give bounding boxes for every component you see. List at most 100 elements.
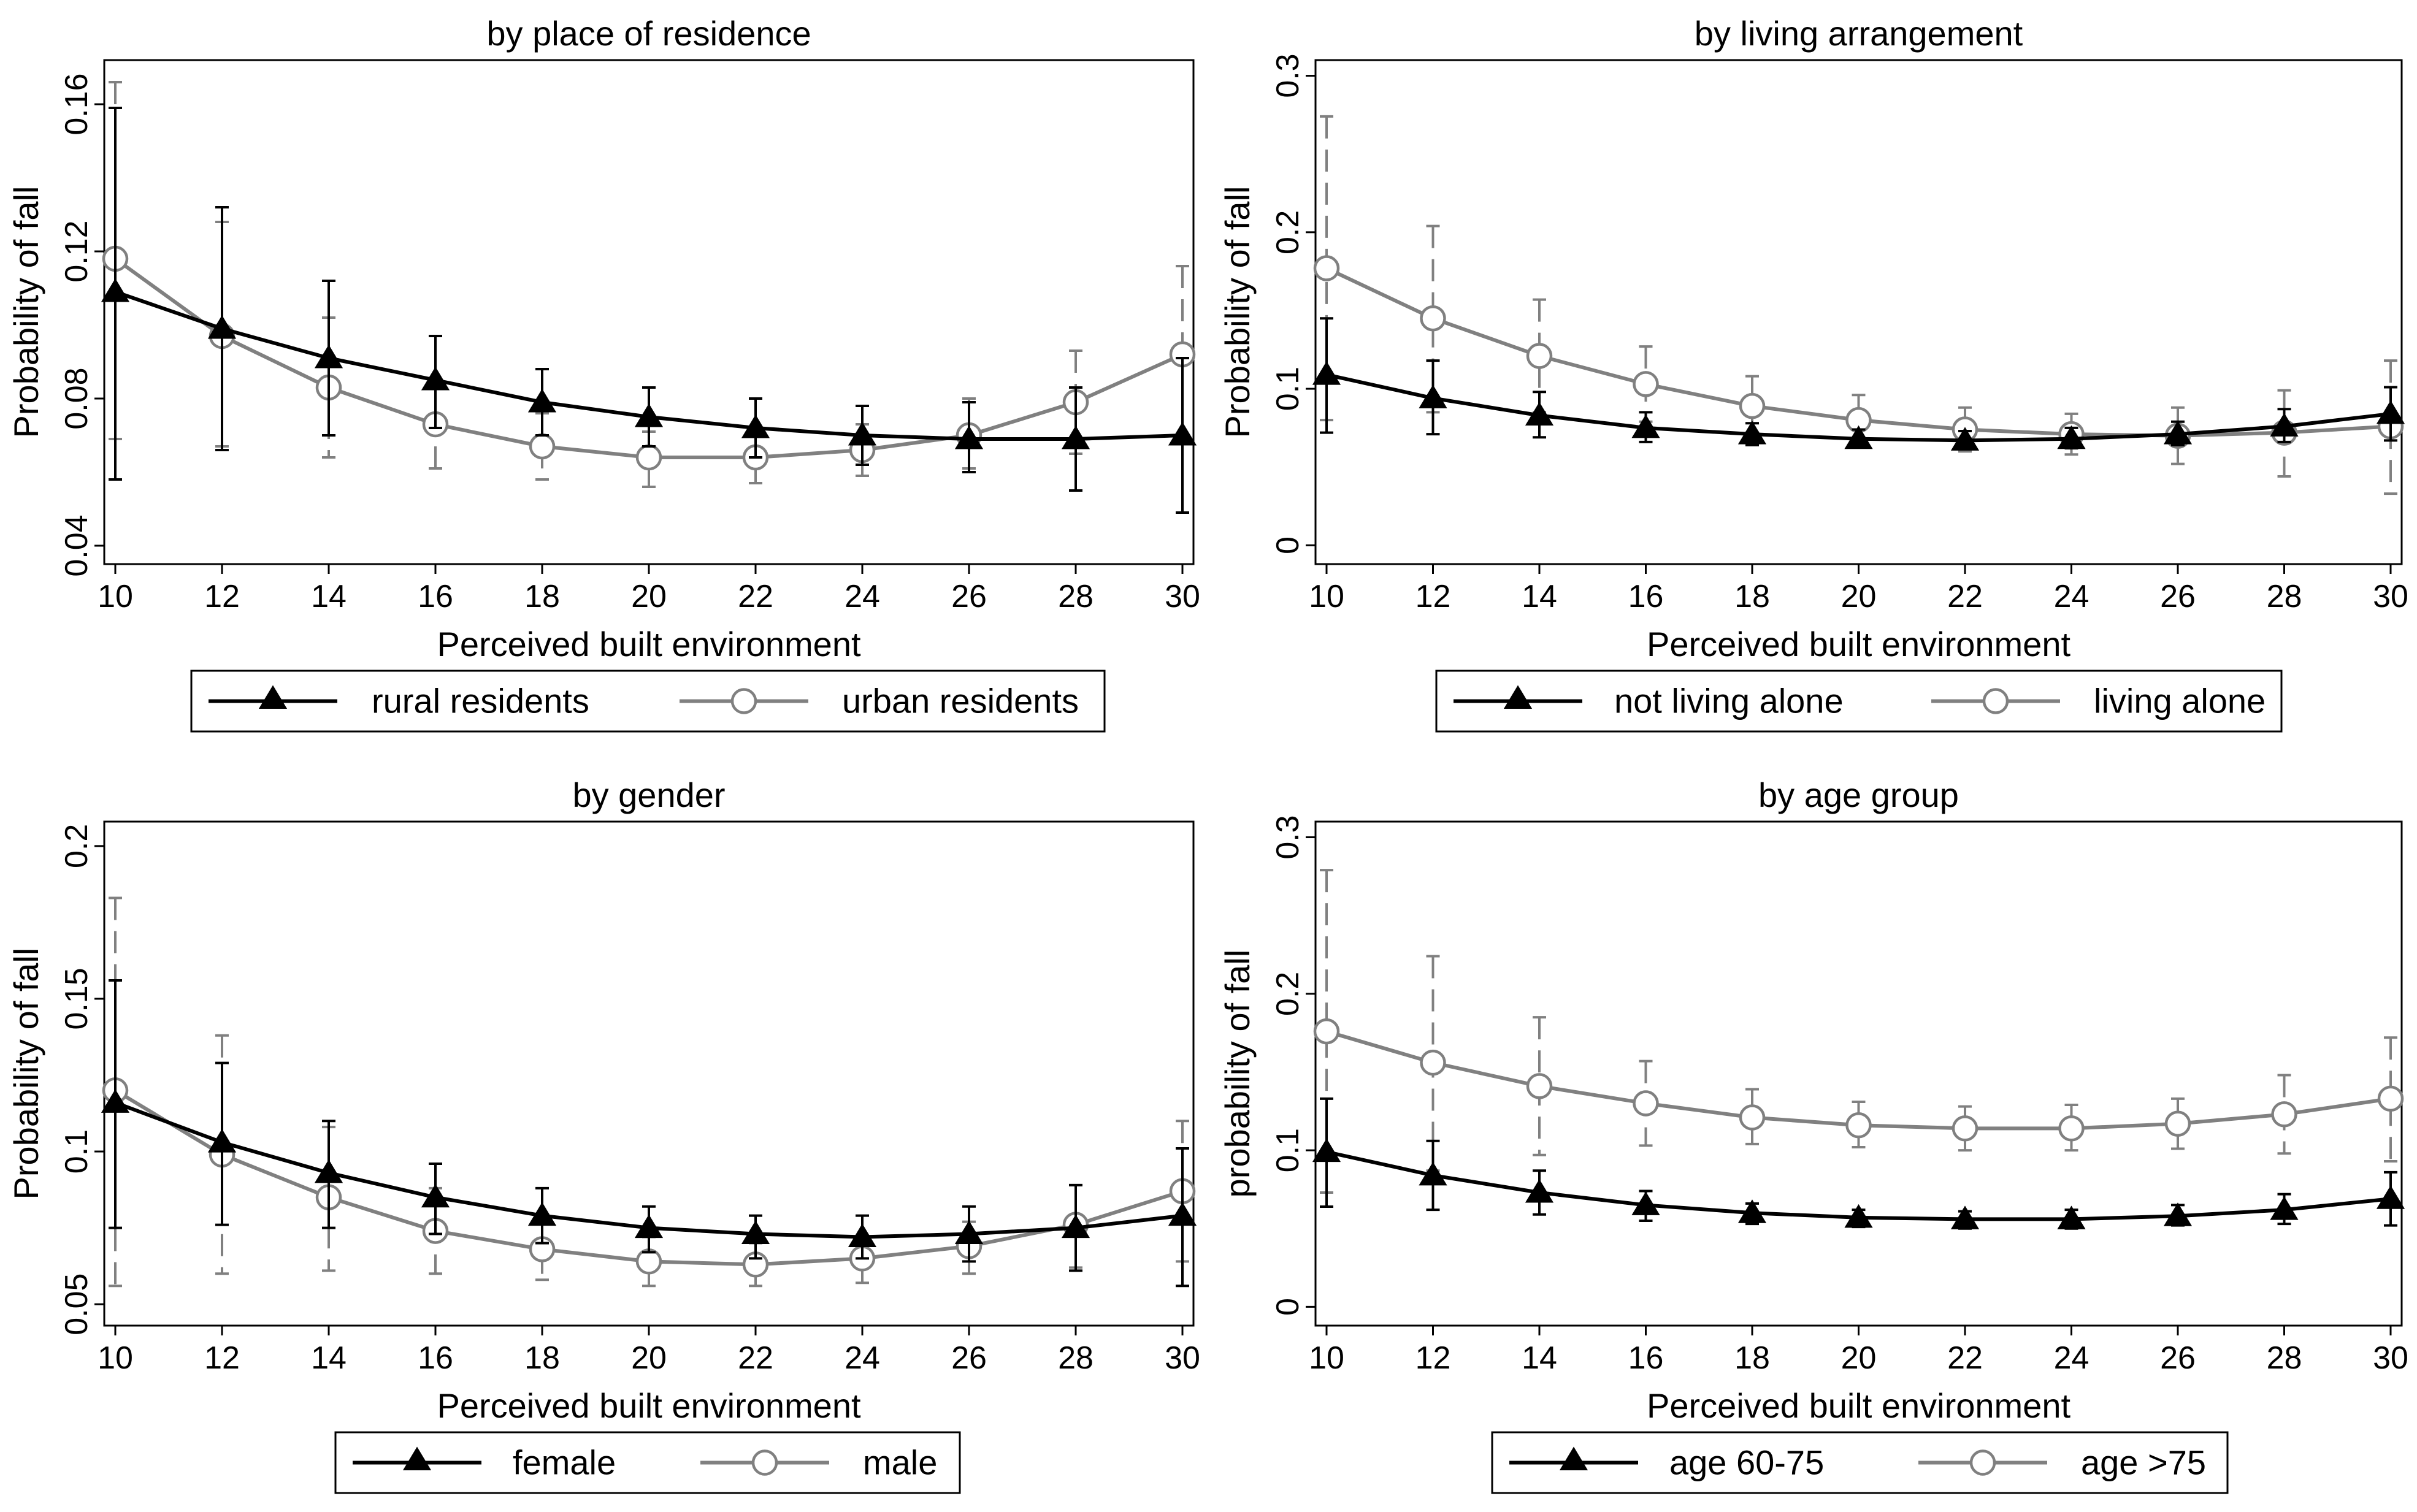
triangle-marker xyxy=(421,367,450,391)
triangle-marker xyxy=(1419,1161,1447,1186)
y-tick-label: 0.2 xyxy=(59,824,94,868)
circle-marker xyxy=(529,433,556,460)
x-tick-label: 12 xyxy=(1415,579,1451,614)
x-tick-label: 22 xyxy=(738,1340,773,1376)
triangle-marker xyxy=(1950,427,1980,451)
y-tick-label: 0.1 xyxy=(1270,1128,1306,1172)
x-tick-label: 24 xyxy=(2054,1340,2089,1376)
x-tick-label: 28 xyxy=(2267,579,2302,614)
x-tick-label: 18 xyxy=(1734,1340,1770,1376)
triangle-marker xyxy=(2376,1185,2405,1209)
legend-label: male xyxy=(863,1443,937,1482)
x-tick-label: 10 xyxy=(98,1340,133,1376)
legend-label: living alone xyxy=(2094,682,2266,720)
y-axis-label: Probability of fall xyxy=(1218,186,1257,438)
circle-marker xyxy=(1633,1090,1659,1117)
circle-marker xyxy=(1526,343,1553,369)
triangle-marker xyxy=(2057,1205,2086,1229)
chart-panel-2: by living arrangement 0 0.1 0.2 0.3 10 12 14 16 1… xyxy=(1218,14,2408,733)
x-tick-label: 10 xyxy=(98,579,133,614)
y-tick-label: 0.05 xyxy=(59,1273,94,1335)
x-tick-label: 28 xyxy=(1058,579,1094,614)
x-tick-label: 16 xyxy=(418,1340,453,1376)
y-tick-label: 0.16 xyxy=(59,73,94,135)
y-tick-label: 0.12 xyxy=(59,220,94,282)
x-tick-label: 16 xyxy=(1628,1340,1664,1376)
x-tick-label: 18 xyxy=(1734,579,1770,614)
triangle-marker xyxy=(527,1202,557,1226)
triangle-marker xyxy=(848,1223,877,1248)
y-axis-label: probability of fall xyxy=(1218,950,1257,1198)
triangle-marker xyxy=(1844,425,1873,449)
y-tick-label: 0.15 xyxy=(59,968,94,1029)
x-tick-label: 24 xyxy=(2054,579,2089,614)
x-tick-label: 16 xyxy=(418,579,453,614)
legend-label: female xyxy=(513,1443,616,1482)
triangle-marker xyxy=(2270,413,2299,437)
legend-triangle-marker xyxy=(1503,685,1533,709)
triangle-marker xyxy=(954,1220,984,1245)
circle-marker xyxy=(2271,1101,2297,1128)
triangle-marker xyxy=(1061,426,1090,449)
y-tick-label: 0.3 xyxy=(1270,53,1306,97)
legend: not living alone living alone xyxy=(1435,670,2283,733)
triangle-marker xyxy=(2376,400,2405,424)
triangle-marker xyxy=(1061,1214,1090,1239)
legend-circle-marker xyxy=(730,688,757,714)
legend-circle-marker xyxy=(1982,688,2009,714)
legend-circle-marker xyxy=(751,1449,778,1476)
y-tick-label: 0.1 xyxy=(59,1129,94,1174)
triangle-marker xyxy=(207,315,237,339)
x-tick-label: 22 xyxy=(1947,579,1983,614)
chart-panel-3: by gender 0.05 0.1 0.15 0.2 10 12 14 16 18 20 22 24 2… xyxy=(7,776,1200,1494)
legend: rural residents urban residents xyxy=(190,670,1106,733)
triangle-marker xyxy=(2163,1202,2193,1226)
triangle-marker xyxy=(207,1129,237,1153)
x-tick-label: 26 xyxy=(2160,1340,2196,1376)
triangle-marker xyxy=(2270,1196,2299,1220)
triangle-marker xyxy=(1737,1199,1767,1223)
triangle-marker xyxy=(1312,1138,1341,1163)
x-tick-label: 18 xyxy=(524,579,560,614)
circle-marker xyxy=(1313,1018,1340,1045)
triangle-marker xyxy=(1631,414,1660,438)
legend-circle-marker xyxy=(1969,1449,1996,1476)
x-axis-label: Perceived built environment xyxy=(1647,1386,2070,1425)
x-tick-label: 26 xyxy=(2160,579,2196,614)
circle-marker xyxy=(1952,1115,1978,1142)
series-triangle-age-60-75 xyxy=(1312,1097,2405,1230)
circle-marker xyxy=(2164,1110,2191,1137)
x-tick-label: 30 xyxy=(1165,579,1200,614)
circle-marker xyxy=(635,444,662,471)
y-tick-label: 0.04 xyxy=(59,514,94,576)
x-tick-label: 14 xyxy=(311,579,347,614)
x-tick-label: 20 xyxy=(1841,1340,1877,1376)
y-tick-label: 0.08 xyxy=(59,367,94,429)
circle-marker xyxy=(1420,305,1446,332)
chart-title: by age group xyxy=(1758,776,1959,814)
x-tick-label: 18 xyxy=(524,1340,560,1376)
x-tick-label: 12 xyxy=(204,579,240,614)
triangle-marker xyxy=(634,403,664,427)
legend-label: not living alone xyxy=(1614,682,1844,720)
chart-title: by place of residence xyxy=(486,14,811,53)
triangle-marker xyxy=(741,1220,770,1245)
x-axis-label: Perceived built environment xyxy=(437,625,860,663)
triangle-marker xyxy=(101,278,130,302)
chart-title: by living arrangement xyxy=(1695,14,2023,53)
triangle-marker xyxy=(1168,1202,1197,1226)
circle-marker xyxy=(1739,1104,1766,1131)
x-tick-label: 26 xyxy=(951,579,987,614)
legend-triangle-marker xyxy=(402,1446,432,1470)
x-tick-label: 14 xyxy=(1522,1340,1557,1376)
circle-marker xyxy=(2058,1115,2085,1142)
triangle-marker xyxy=(2057,425,2086,449)
x-tick-label: 28 xyxy=(1058,1340,1094,1376)
circle-marker xyxy=(1845,1112,1872,1139)
triangle-marker xyxy=(954,426,984,449)
triangle-marker xyxy=(1631,1191,1660,1215)
x-axis-label: Perceived built environment xyxy=(1647,625,2070,663)
y-axis-label: Probability of fall xyxy=(7,186,45,438)
y-tick-label: 0.2 xyxy=(1270,972,1306,1016)
